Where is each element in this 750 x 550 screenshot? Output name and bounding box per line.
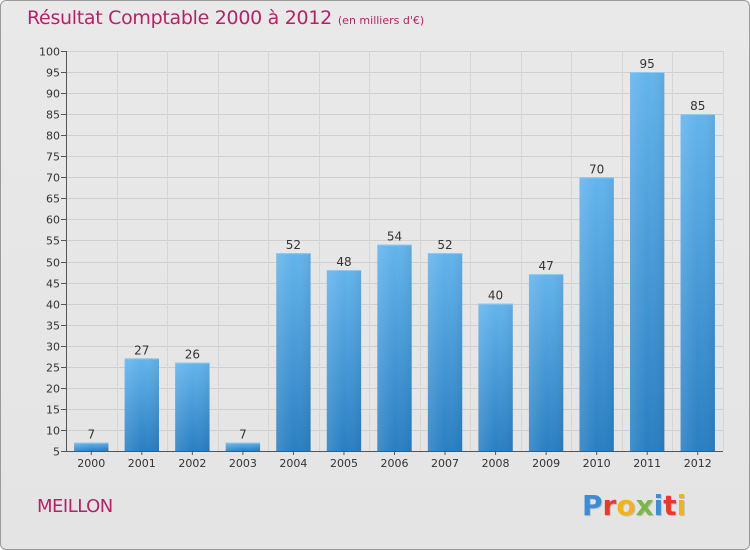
x-tick-label: 2002 (178, 457, 206, 470)
chart-unit: (en milliers d'€) (337, 14, 425, 27)
x-tick-label: 2001 (128, 457, 156, 470)
y-tick-label: 45 (46, 278, 60, 291)
logo-letter: r (602, 489, 617, 522)
data-label: 52 (286, 238, 301, 252)
x-tick-label: 2011 (633, 457, 661, 470)
y-tick-label: 15 (46, 404, 60, 417)
bar-shine (225, 442, 261, 451)
bar-shine (478, 303, 513, 451)
bar-shine (630, 72, 665, 451)
logo-letter: P (582, 489, 603, 522)
bar-shine (326, 269, 362, 451)
y-tick-label: 100 (39, 46, 60, 59)
x-tick-label: 2006 (381, 457, 409, 470)
y-tick-label: 5 (53, 446, 60, 459)
x-tick-label: 2008 (482, 457, 510, 470)
data-label: 54 (387, 230, 402, 244)
axes: 5 10 15 20 25 30 35 40 45 50 55 60 65 70 75 80 85 90 95 100… (39, 46, 723, 470)
x-tick-label: 2005 (330, 457, 358, 470)
x-tick-label: 2003 (229, 457, 257, 470)
y-tick-label: 75 (46, 151, 60, 164)
y-tick-label: 80 (46, 130, 60, 143)
logo-letter: o (616, 489, 636, 522)
data-label: 40 (488, 289, 503, 303)
y-tick-label: 35 (46, 320, 60, 333)
y-tick-label: 25 (46, 362, 60, 375)
commune-name: MEILLON (37, 496, 113, 517)
bar-shine (276, 253, 311, 451)
data-label: 7 (87, 428, 95, 442)
y-tick-label: 30 (46, 341, 60, 354)
bar-shine (124, 358, 159, 451)
y-tick-label: 10 (46, 425, 60, 438)
data-label: 52 (437, 238, 452, 252)
bar-shine (680, 114, 715, 451)
chart-title-text: Résultat Comptable 2000 à 2012 (27, 7, 332, 29)
x-tick-label: 2009 (532, 457, 560, 470)
data-label: 48 (336, 255, 351, 269)
data-label: 85 (690, 99, 705, 113)
logo-letter: i (676, 489, 687, 522)
data-label: 95 (640, 57, 655, 71)
proxiti-logo: Proxiti (582, 489, 686, 522)
x-tick-label: 2007 (431, 457, 459, 470)
logo-letter: x (635, 489, 654, 522)
x-tick-label: 2000 (77, 457, 105, 470)
data-label: 27 (134, 343, 149, 357)
y-tick-label: 90 (46, 88, 60, 101)
data-label: 70 (589, 162, 604, 176)
y-tick-label: 85 (46, 109, 60, 122)
logo-letter: t (663, 489, 677, 522)
x-tick-label: 2012 (684, 457, 712, 470)
bar-shine (579, 177, 614, 451)
y-tick-label: 40 (46, 299, 60, 312)
y-tick-label: 70 (46, 172, 60, 185)
logo-letter: i (653, 489, 664, 522)
x-tick-label: 2004 (279, 457, 307, 470)
chart-title: Résultat Comptable 2000 à 2012 (en millie… (27, 7, 424, 29)
y-tick-label: 55 (46, 235, 60, 248)
bar-shine (175, 362, 210, 451)
data-label: 7 (239, 428, 247, 442)
x-tick-label: 2010 (583, 457, 611, 470)
y-tick-label: 50 (46, 257, 60, 270)
bar-shine (377, 244, 412, 451)
bar-shine (427, 253, 463, 451)
bar-shine (74, 442, 109, 451)
y-tick-label: 65 (46, 193, 60, 206)
bar-shine (528, 274, 564, 451)
data-label: 26 (185, 348, 200, 362)
y-tick-label: 20 (46, 383, 60, 396)
y-tick-label: 95 (46, 67, 60, 80)
y-tick-label: 60 (46, 214, 60, 227)
data-label: 47 (538, 259, 553, 273)
bars: 7 27 26 7 52 48 54 52 40 47 70 95 85 (74, 57, 715, 451)
